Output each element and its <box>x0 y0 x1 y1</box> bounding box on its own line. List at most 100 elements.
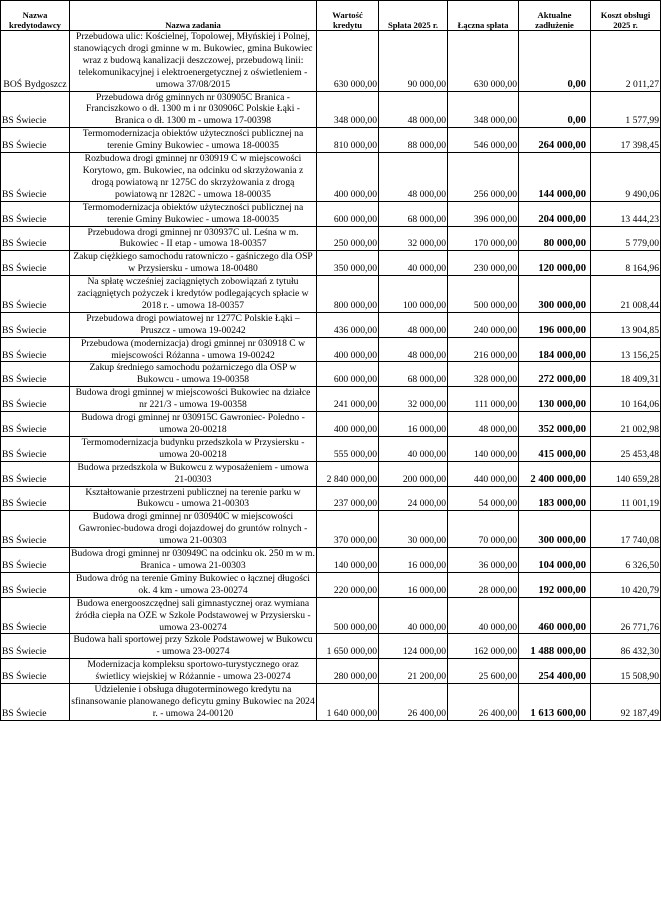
table-row: BS Świecie Zakup średniego samochodu poża… <box>0 361 661 388</box>
cell-value: 555 000,00 <box>316 435 379 462</box>
cell-value: 350 000,00 <box>316 250 379 277</box>
cell-debt: 460 000,00 <box>518 596 591 635</box>
cell-task: Przebudowa (modernizacja) drogi gminnej … <box>69 336 317 363</box>
cell-task: Przebudowa drogi powiatowej nr 1277C Pol… <box>69 311 317 338</box>
header-value: Wartość kredytu <box>316 0 379 31</box>
cell-lender: BS Świecie <box>0 250 70 277</box>
cell-total: 28 000,00 <box>447 571 519 598</box>
cell-debt: 196 000,00 <box>518 311 591 338</box>
cell-total: 328 000,00 <box>447 361 519 388</box>
cell-value: 500 000,00 <box>316 596 379 635</box>
cell-task: Budowa drogi gminnej w miejscowości Buko… <box>69 386 317 413</box>
cell-task: Termomodernizacja obiektów użyteczności … <box>69 127 317 154</box>
cell-repay2025: 40 000,00 <box>378 250 448 277</box>
cell-task: Na spłatę wcześniej zaciągniętych zobowi… <box>69 275 317 313</box>
cell-value: 220 000,00 <box>316 571 379 598</box>
cell-lender: BS Świecie <box>0 386 70 413</box>
cell-debt: 272 000,00 <box>518 361 591 388</box>
header-row: Nazwa kredytodawcy Nazwa zadania Wartość… <box>0 0 661 31</box>
cell-task: Kształtowanie przestrzeni publicznej na … <box>69 485 317 512</box>
cell-cost: 5 779,00 <box>590 225 661 252</box>
cell-total: 48 000,00 <box>447 411 519 437</box>
cell-debt: 264 000,00 <box>518 127 591 154</box>
cell-repay2025: 48 000,00 <box>378 311 448 338</box>
cell-total: 348 000,00 <box>447 90 519 129</box>
cell-debt: 130 000,00 <box>518 386 591 413</box>
cell-task: Termomodernizacja obiektów użyteczności … <box>69 200 317 227</box>
cell-repay2025: 16 000,00 <box>378 571 448 598</box>
cell-task: Budowa drogi gminnej nr 030949C na odcin… <box>69 547 317 573</box>
cell-value: 348 000,00 <box>316 90 379 129</box>
cell-value: 250 000,00 <box>316 225 379 252</box>
cell-task: Przebudowa drogi gminnej nr 030937C ul. … <box>69 225 317 252</box>
cell-task: Zakup średniego samochodu pożarniczego d… <box>69 361 317 388</box>
cell-cost: 26 771,76 <box>590 596 661 635</box>
cell-cost: 8 164,96 <box>590 250 661 277</box>
header-cost-2025: Koszt obsługi 2025 r. <box>590 0 661 31</box>
cell-total: 546 000,00 <box>447 127 519 154</box>
cell-lender: BS Świecie <box>0 90 70 129</box>
table-row: BS Świecie Termomodernizacja obiektów uży… <box>0 200 661 227</box>
cell-value: 400 000,00 <box>316 336 379 363</box>
table-row: BS Świecie Przebudowa drogi gminnej nr 03… <box>0 225 661 252</box>
header-total-repaid: Łączna spłata <box>447 0 519 31</box>
cell-value: 436 000,00 <box>316 311 379 338</box>
cell-value: 140 000,00 <box>316 547 379 573</box>
cell-total: 162 000,00 <box>447 633 519 660</box>
header-current-debt: Aktualne zadłużenie <box>518 0 591 31</box>
cell-repay2025: 40 000,00 <box>378 596 448 635</box>
cell-value: 370 000,00 <box>316 510 379 549</box>
cell-total: 240 000,00 <box>447 311 519 338</box>
table-row: BS Świecie Przebudowa dróg gminnych nr 03… <box>0 90 661 129</box>
cell-value: 630 000,00 <box>316 30 379 92</box>
table-row: BS Świecie Na spłatę wcześniej zaciągnięt… <box>0 275 661 313</box>
cell-debt: 184 000,00 <box>518 336 591 363</box>
cell-cost: 15 508,90 <box>590 658 661 685</box>
cell-total: 216 000,00 <box>447 336 519 363</box>
cell-total: 140 000,00 <box>447 435 519 462</box>
cell-lender: BS Świecie <box>0 658 70 685</box>
cell-lender: BS Świecie <box>0 200 70 227</box>
cell-repay2025: 16 000,00 <box>378 411 448 437</box>
cell-lender: BS Świecie <box>0 336 70 363</box>
cell-value: 600 000,00 <box>316 361 379 388</box>
table-row: BS Świecie Modernizacja kompleksu sportow… <box>0 658 661 685</box>
cell-repay2025: 100 000,00 <box>378 275 448 313</box>
cell-debt: 120 000,00 <box>518 250 591 277</box>
cell-task: Budowa hali sportowej przy Szkole Podsta… <box>69 633 317 660</box>
cell-debt: 0,00 <box>518 90 591 129</box>
table-row: BS Świecie Przebudowa (modernizacja) drog… <box>0 336 661 363</box>
cell-repay2025: 32 000,00 <box>378 386 448 413</box>
cell-cost: 86 432,30 <box>590 633 661 660</box>
cell-debt: 1 488 000,00 <box>518 633 591 660</box>
cell-repay2025: 68 000,00 <box>378 200 448 227</box>
cell-total: 40 000,00 <box>447 596 519 635</box>
cell-cost: 92 187,49 <box>590 683 661 721</box>
cell-value: 237 000,00 <box>316 485 379 512</box>
cell-task: Budowa przedszkola w Bukowcu z wyposażen… <box>69 460 317 487</box>
cell-cost: 6 326,50 <box>590 547 661 573</box>
cell-debt: 415 000,00 <box>518 435 591 462</box>
cell-task: Budowa energooszczędnej sali gimnastyczn… <box>69 596 317 635</box>
cell-lender: BS Świecie <box>0 435 70 462</box>
cell-task: Zakup ciężkiego samochodu ratowniczo - g… <box>69 250 317 277</box>
cell-total: 396 000,00 <box>447 200 519 227</box>
cell-task: Budowa dróg na terenie Gminy Bukowiec o … <box>69 571 317 598</box>
cell-debt: 254 400,00 <box>518 658 591 685</box>
cell-cost: 17 740,08 <box>590 510 661 549</box>
cell-cost: 11 001,19 <box>590 485 661 512</box>
loans-table: Nazwa kredytodawcy Nazwa zadania Wartość… <box>0 0 661 721</box>
cell-lender: BS Świecie <box>0 152 70 202</box>
cell-debt: 300 000,00 <box>518 510 591 549</box>
cell-debt: 0,00 <box>518 30 591 92</box>
cell-debt: 183 000,00 <box>518 485 591 512</box>
cell-cost: 13 156,25 <box>590 336 661 363</box>
cell-debt: 300 000,00 <box>518 275 591 313</box>
cell-total: 54 000,00 <box>447 485 519 512</box>
cell-value: 800 000,00 <box>316 275 379 313</box>
cell-lender: BS Świecie <box>0 225 70 252</box>
cell-cost: 17 398,45 <box>590 127 661 154</box>
cell-value: 241 000,00 <box>316 386 379 413</box>
cell-task: Modernizacja kompleksu sportowo-turystyc… <box>69 658 317 685</box>
cell-debt: 352 000,00 <box>518 411 591 437</box>
